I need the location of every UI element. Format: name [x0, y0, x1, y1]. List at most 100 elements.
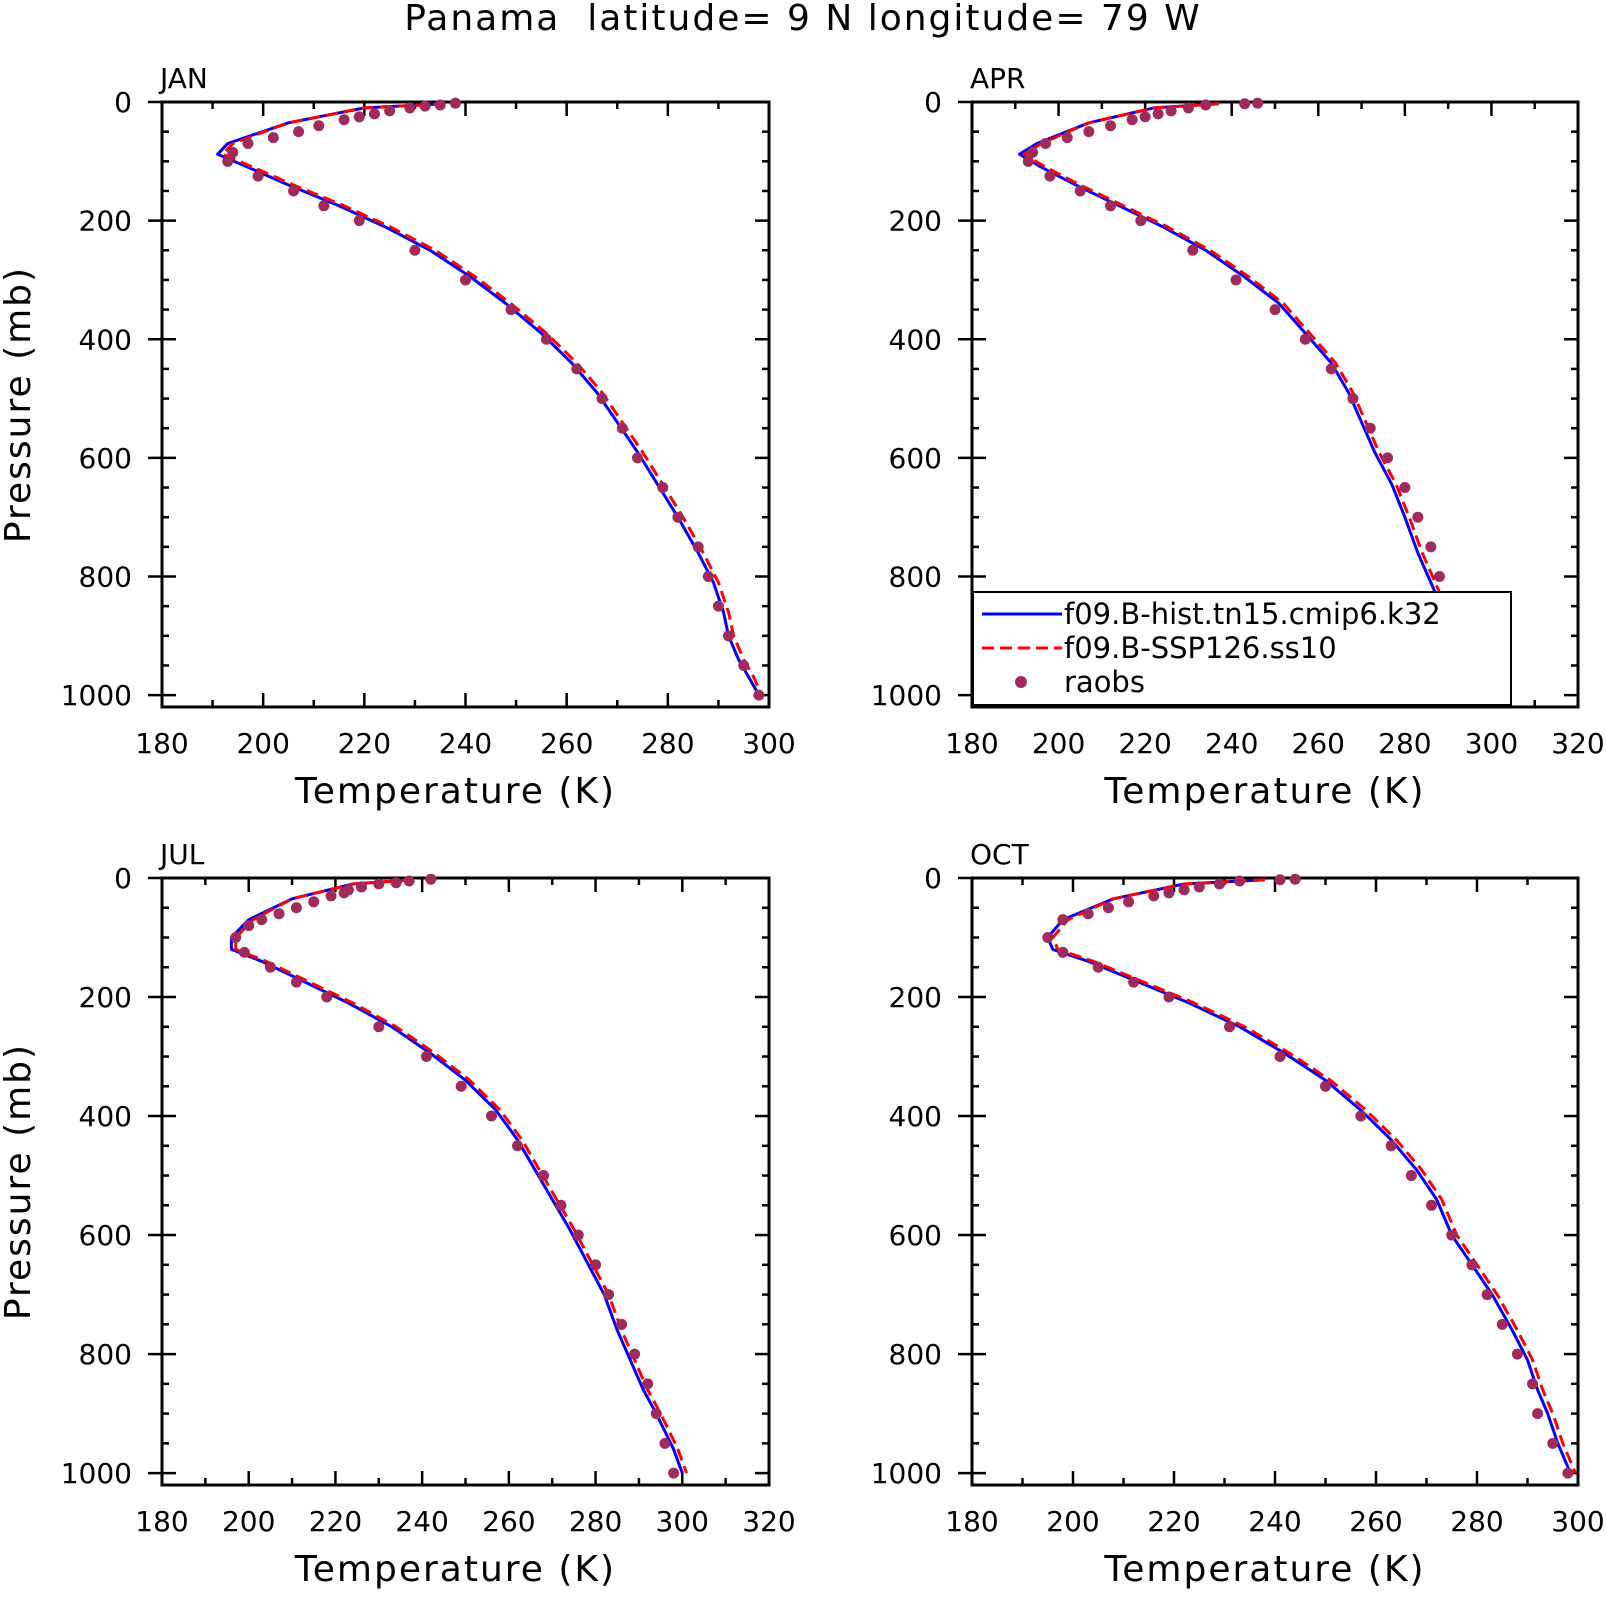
raobs-point [238, 946, 250, 958]
panel-title: APR [970, 62, 1026, 95]
raobs-point [449, 97, 461, 109]
raobs-point [1481, 1289, 1493, 1301]
raobs-point [353, 215, 365, 227]
raobs-point [1105, 200, 1117, 212]
raobs-point [1074, 185, 1086, 197]
x-tick-label: 280 [641, 727, 694, 760]
raobs-point [1234, 875, 1246, 887]
y-tick-label: 1000 [871, 679, 942, 712]
raobs-point [1200, 99, 1212, 111]
y-tick-label: 400 [889, 1100, 942, 1133]
raobs-point [650, 1408, 662, 1420]
x-tick-label: 260 [1349, 1505, 1402, 1538]
legend-label: f09.B-SSP126.ss10 [1064, 631, 1337, 665]
raobs-point [1027, 146, 1039, 158]
series-hist-line [229, 878, 684, 1474]
raobs-point [1433, 571, 1445, 583]
raobs-point [1274, 874, 1286, 886]
y-tick-label: 1000 [871, 1457, 942, 1490]
raobs-point [1347, 393, 1359, 405]
x-tick-label: 180 [135, 727, 188, 760]
x-tick-label: 180 [135, 1505, 188, 1538]
raobs-point [455, 1080, 467, 1092]
figure-title: Panama latitude= 9 N longitude= 79 W [404, 0, 1202, 39]
x-tick-label: 320 [742, 1505, 795, 1538]
raobs-point [1382, 452, 1394, 464]
raobs-point [668, 1467, 680, 1479]
legend-label: raobs [1064, 665, 1145, 699]
raobs-point [273, 908, 285, 920]
raobs-point [723, 630, 735, 642]
raobs-point [1289, 873, 1301, 885]
raobs-point [702, 571, 714, 583]
raobs-point [1123, 896, 1135, 908]
raobs-point [1165, 105, 1177, 117]
raobs-point [540, 333, 552, 345]
raobs-point [672, 511, 684, 523]
legend-label: f09.B-hist.tn15.cmip6.k32 [1064, 597, 1441, 631]
raobs-point [1426, 1199, 1438, 1211]
raobs-point [419, 100, 431, 112]
y-tick-label: 200 [79, 981, 132, 1014]
raobs-point [308, 896, 320, 908]
raobs-point [1178, 884, 1190, 896]
raobs-point [738, 659, 750, 671]
x-tick-label: 260 [540, 727, 593, 760]
plot-frame [160, 100, 771, 709]
raobs-point [313, 120, 325, 132]
x-tick-label: 220 [1147, 1505, 1200, 1538]
raobs-point [753, 689, 765, 701]
x-tick-label: 260 [482, 1505, 535, 1538]
plot-frame [970, 876, 1580, 1487]
raobs-point [596, 393, 608, 405]
raobs-point [659, 1437, 671, 1449]
raobs-point [1092, 961, 1104, 973]
raobs-point [1135, 215, 1147, 227]
raobs-point [572, 1229, 584, 1241]
y-tick-label: 800 [79, 1338, 132, 1371]
panels: 180 200 220 240 260 280 300 0 200 400 600 800 1000 JA… [0, 62, 1605, 1590]
raobs-point [338, 887, 350, 899]
y-axis-label: Pressure (mb) [0, 266, 39, 543]
legend-box [972, 591, 1512, 706]
y-tick-label: 200 [889, 205, 942, 238]
x-tick-label: 280 [569, 1505, 622, 1538]
y-tick-label: 800 [889, 561, 942, 594]
raobs-point [1274, 1051, 1286, 1063]
y-tick-label: 0 [114, 862, 132, 895]
raobs-point [290, 976, 302, 988]
x-axis-label: Temperature (K) [1103, 771, 1425, 812]
legend-raobs-dot [1015, 676, 1027, 688]
y-tick-label: 0 [924, 862, 942, 895]
raobs-point [368, 108, 380, 120]
raobs-point [1511, 1348, 1523, 1360]
raobs-point [425, 873, 437, 885]
x-tick-label: 220 [309, 1505, 362, 1538]
raobs-point [420, 1051, 432, 1063]
raobs-point [321, 991, 333, 1003]
raobs-point [1547, 1437, 1559, 1449]
y-tick-label: 600 [889, 442, 942, 475]
raobs-point [1126, 114, 1138, 126]
raobs-point [1252, 97, 1264, 109]
raobs-point [1102, 902, 1114, 914]
raobs-point [631, 452, 643, 464]
raobs-point [243, 920, 255, 932]
panel-apr: 180 200 220 240 260 280 300 320 0 200 400 600 800 100… [871, 62, 1605, 812]
raobs-point [571, 363, 583, 375]
series-ssp126-line [234, 878, 689, 1474]
raobs-point [1299, 333, 1311, 345]
x-tick-label: 300 [1551, 1505, 1604, 1538]
raobs-point [403, 875, 415, 887]
raobs-point [642, 1378, 654, 1390]
x-tick-label: 240 [1205, 727, 1258, 760]
raobs-point [1364, 422, 1376, 434]
raobs-point [603, 1289, 615, 1301]
y-tick-label: 800 [889, 1338, 942, 1371]
raobs-point [1128, 976, 1140, 988]
raobs-point [338, 114, 350, 126]
raobs-point [1562, 1467, 1574, 1479]
raobs-point [1040, 138, 1052, 150]
y-tick-label: 200 [889, 981, 942, 1014]
